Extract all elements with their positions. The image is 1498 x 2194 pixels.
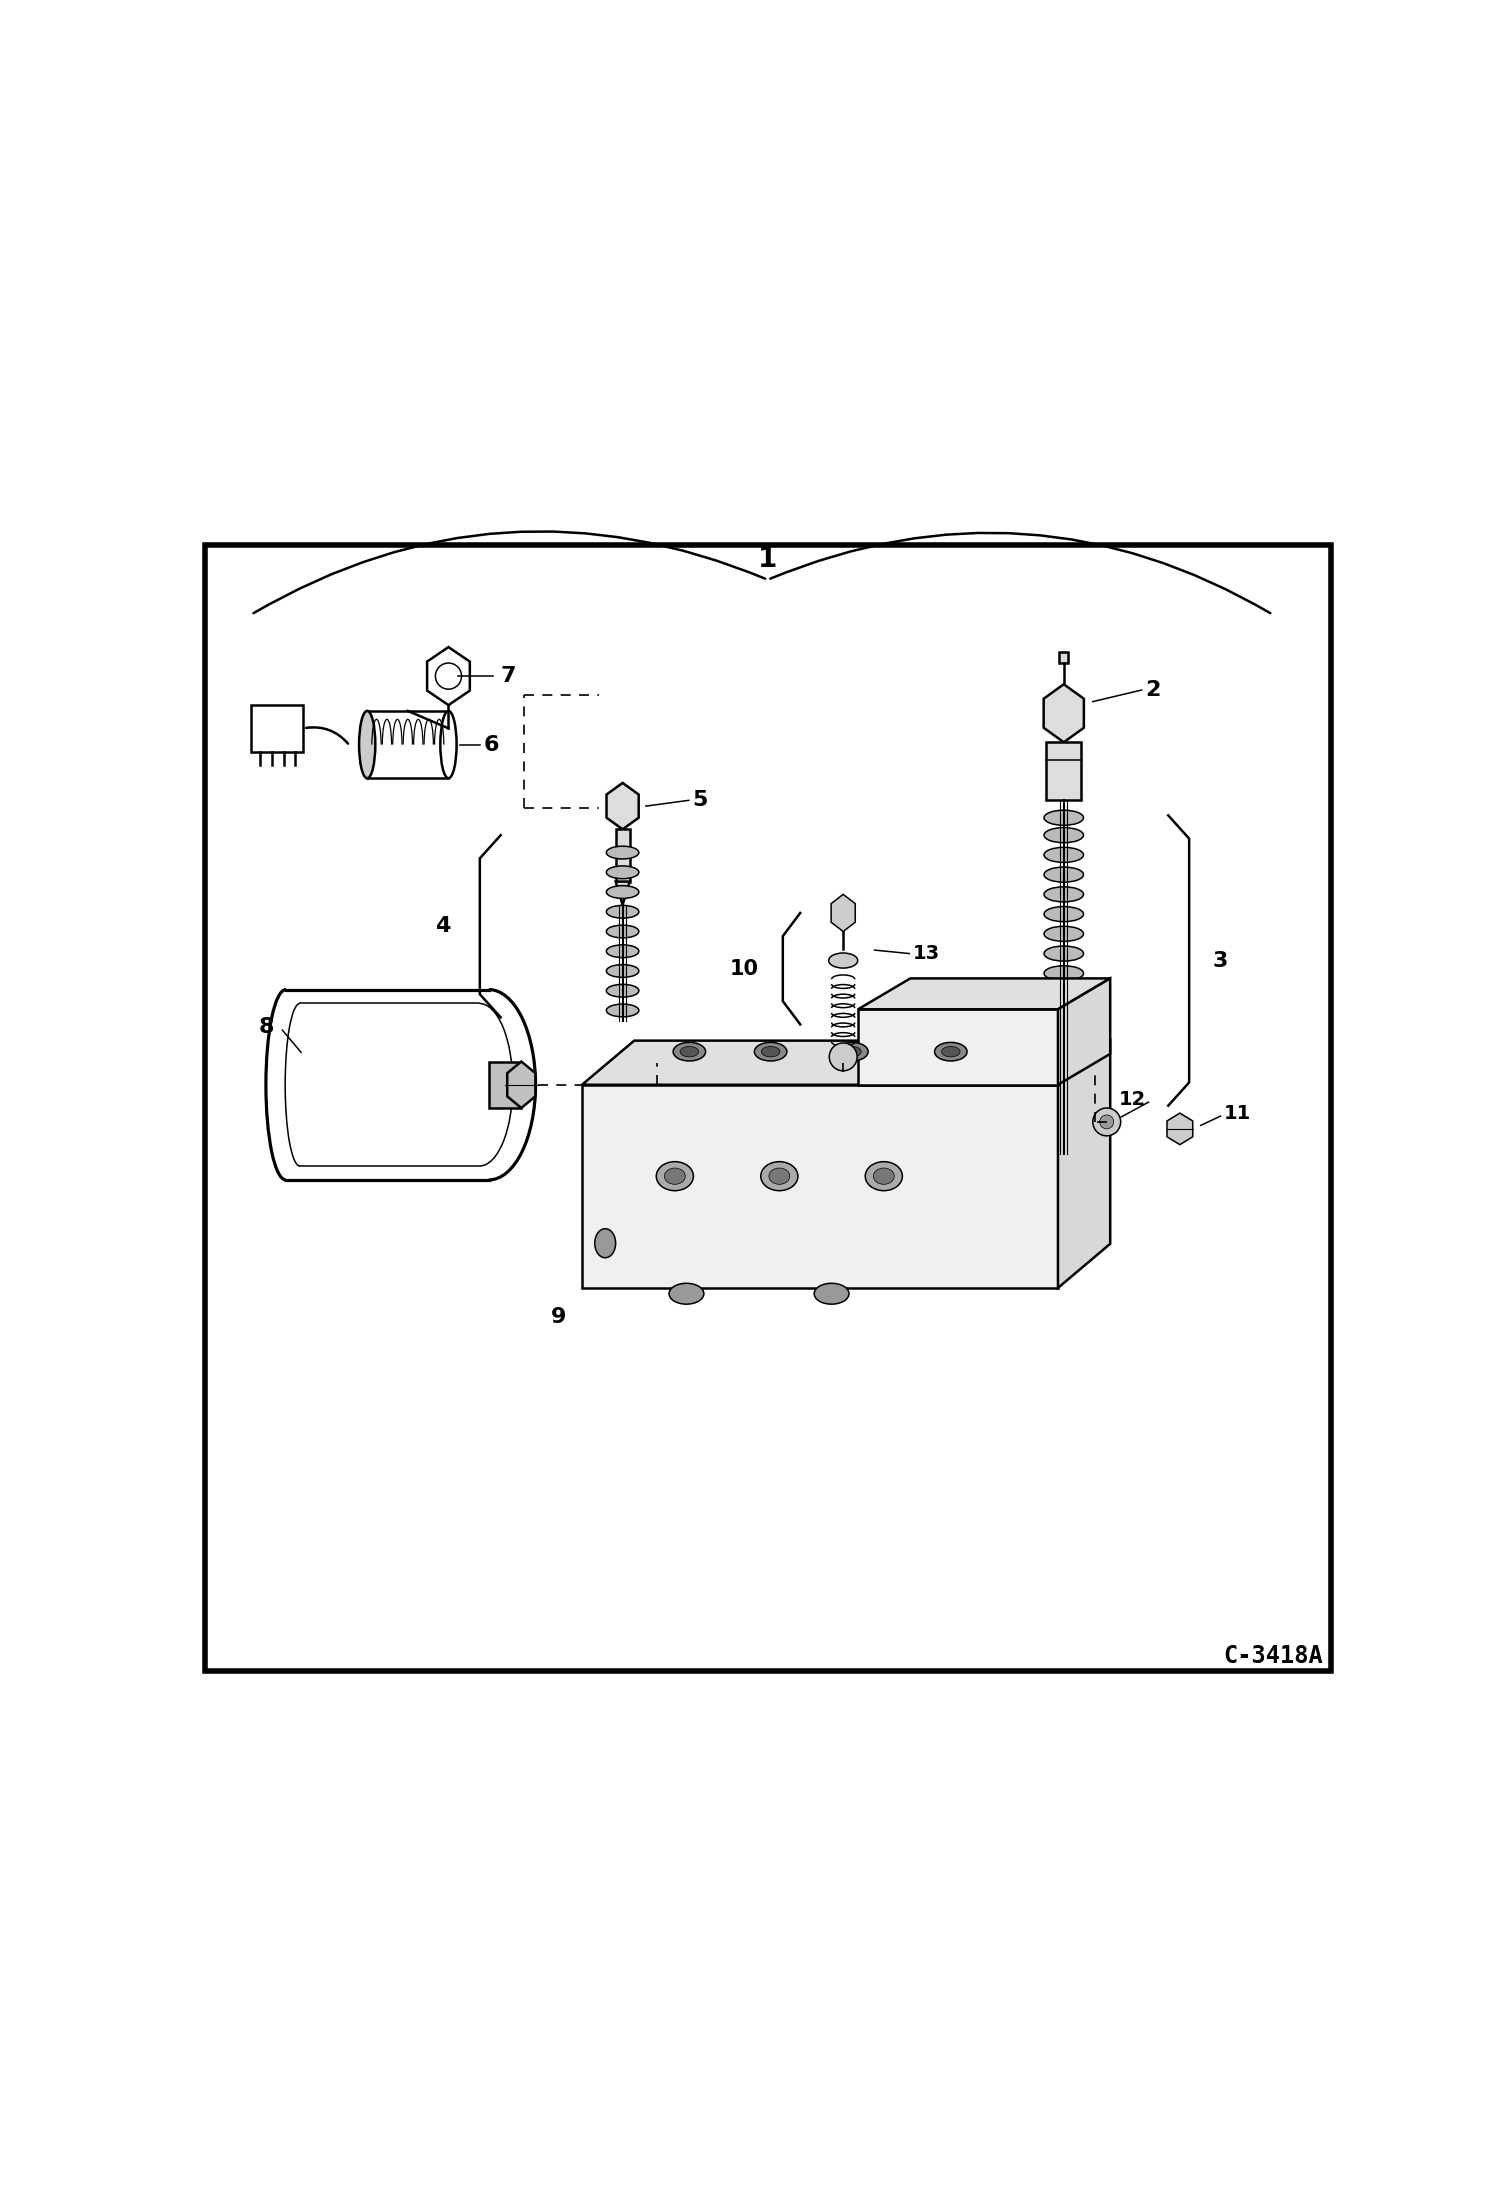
Bar <box>1059 652 1068 663</box>
Text: 13: 13 <box>912 943 939 963</box>
Bar <box>616 829 629 882</box>
Bar <box>488 1062 521 1108</box>
Text: 11: 11 <box>1224 1104 1251 1123</box>
Ellipse shape <box>1044 965 1083 981</box>
Ellipse shape <box>607 965 638 976</box>
Ellipse shape <box>761 1047 780 1058</box>
Ellipse shape <box>1044 1005 1083 1020</box>
Bar <box>1046 742 1082 801</box>
Text: 10: 10 <box>730 959 759 979</box>
Polygon shape <box>616 882 629 904</box>
Ellipse shape <box>1044 810 1083 825</box>
Ellipse shape <box>1044 985 1083 1000</box>
Polygon shape <box>831 895 855 932</box>
Text: 1: 1 <box>758 544 777 573</box>
Ellipse shape <box>828 952 858 968</box>
Ellipse shape <box>1044 1025 1083 1040</box>
Circle shape <box>1094 1108 1121 1136</box>
Polygon shape <box>1167 1112 1192 1145</box>
Ellipse shape <box>440 711 457 779</box>
Ellipse shape <box>755 1042 786 1062</box>
Text: 2: 2 <box>1144 680 1161 700</box>
Ellipse shape <box>873 1167 894 1185</box>
Polygon shape <box>858 979 1110 1009</box>
Ellipse shape <box>595 1229 616 1257</box>
Polygon shape <box>508 1062 535 1108</box>
Ellipse shape <box>607 867 638 878</box>
Ellipse shape <box>673 1042 706 1062</box>
Ellipse shape <box>1044 926 1083 941</box>
Polygon shape <box>1044 685 1085 742</box>
Bar <box>367 711 448 779</box>
Ellipse shape <box>768 1167 789 1185</box>
Circle shape <box>1100 1115 1113 1130</box>
Ellipse shape <box>1044 867 1083 882</box>
Polygon shape <box>1058 979 1110 1084</box>
Ellipse shape <box>842 1047 861 1058</box>
Polygon shape <box>607 783 638 829</box>
Text: 8: 8 <box>259 1016 274 1038</box>
Ellipse shape <box>607 926 638 937</box>
Ellipse shape <box>1044 1044 1083 1060</box>
Text: 6: 6 <box>484 735 499 755</box>
Ellipse shape <box>607 886 638 897</box>
Text: 12: 12 <box>1119 1090 1146 1110</box>
Ellipse shape <box>656 1161 694 1191</box>
Ellipse shape <box>360 711 376 779</box>
Text: 9: 9 <box>551 1308 566 1327</box>
Ellipse shape <box>607 1005 638 1016</box>
Ellipse shape <box>607 847 638 858</box>
Ellipse shape <box>866 1161 902 1191</box>
Ellipse shape <box>607 906 638 917</box>
Ellipse shape <box>935 1042 968 1062</box>
Ellipse shape <box>607 946 638 957</box>
Ellipse shape <box>761 1161 798 1191</box>
Ellipse shape <box>1044 827 1083 842</box>
Bar <box>581 1084 1058 1288</box>
Text: 4: 4 <box>434 917 451 937</box>
Ellipse shape <box>815 1283 849 1303</box>
Ellipse shape <box>607 985 638 996</box>
Bar <box>858 1009 1058 1084</box>
Ellipse shape <box>942 1047 960 1058</box>
Ellipse shape <box>1044 946 1083 961</box>
Ellipse shape <box>836 1042 869 1062</box>
Ellipse shape <box>680 1047 698 1058</box>
Polygon shape <box>581 1040 1110 1084</box>
Text: C-3418A: C-3418A <box>1222 1643 1323 1667</box>
Ellipse shape <box>665 1167 685 1185</box>
Text: 7: 7 <box>500 667 517 687</box>
Ellipse shape <box>1044 847 1083 862</box>
Text: 5: 5 <box>692 790 707 810</box>
Circle shape <box>830 1042 857 1071</box>
Ellipse shape <box>1044 886 1083 902</box>
Text: 3: 3 <box>1213 950 1228 970</box>
Ellipse shape <box>1044 906 1083 921</box>
Polygon shape <box>1058 1040 1110 1288</box>
Ellipse shape <box>670 1283 704 1303</box>
